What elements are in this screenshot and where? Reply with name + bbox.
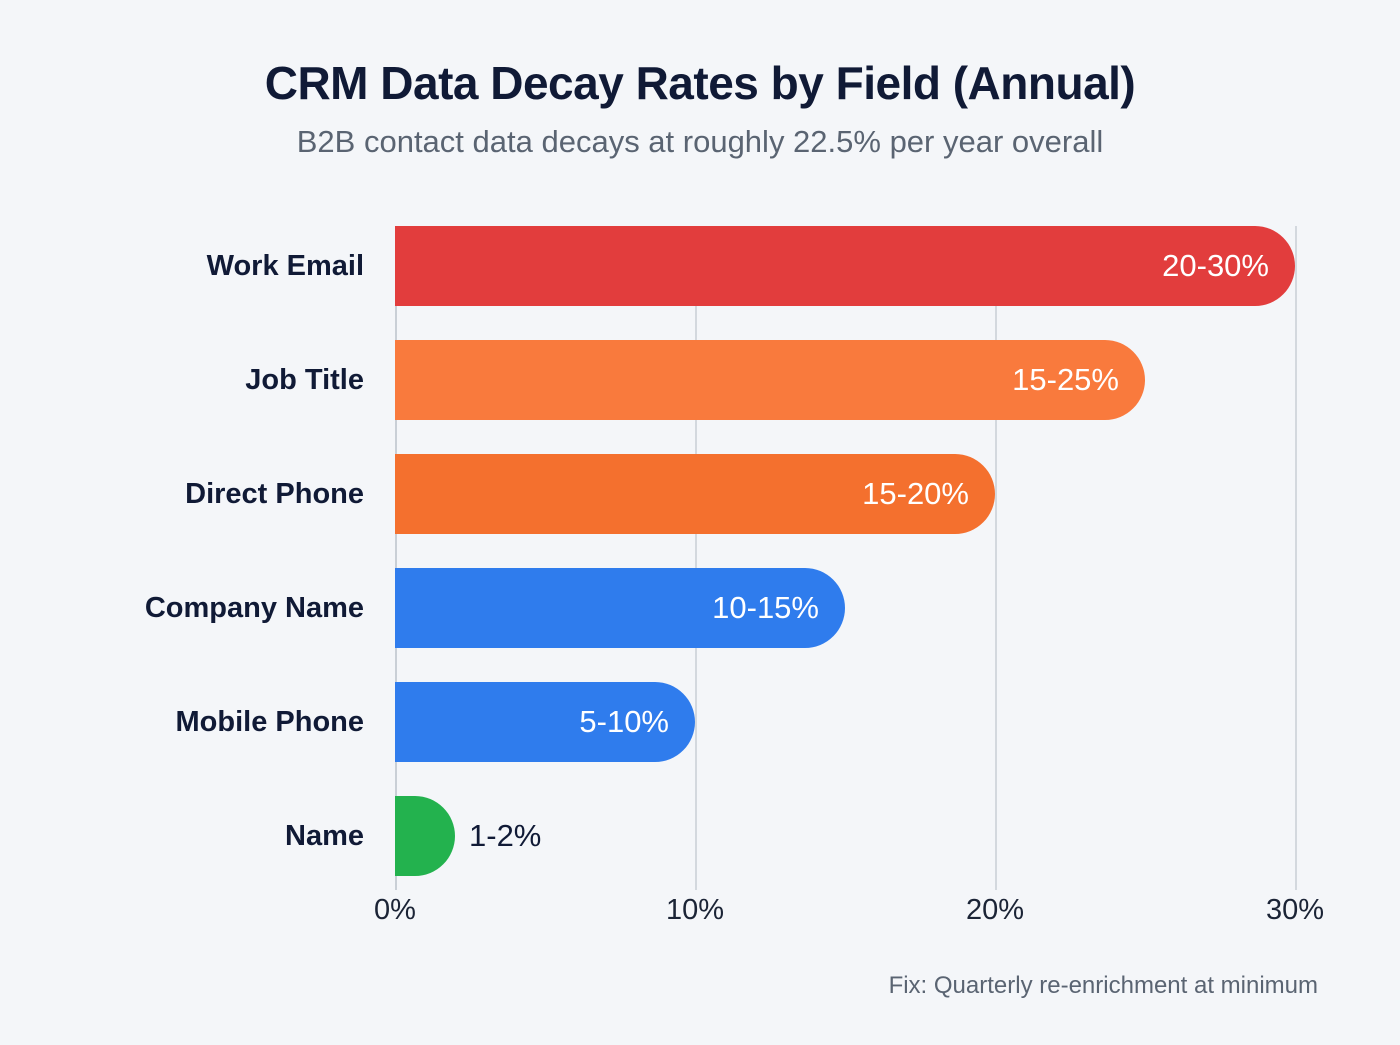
footnote: Fix: Quarterly re-enrichment at minimum	[888, 972, 1318, 999]
category-label: Name	[285, 820, 364, 852]
bar[interactable]: 1-2%	[395, 796, 541, 876]
category-label: Job Title	[245, 364, 364, 396]
bar-value-label: 1-2%	[469, 818, 542, 853]
bar[interactable]: 15-25%	[395, 340, 1145, 420]
chart-header: CRM Data Decay Rates by Field (Annual) B…	[0, 58, 1400, 159]
page-title: CRM Data Decay Rates by Field (Annual)	[264, 57, 1136, 109]
bar[interactable]: 5-10%	[395, 682, 695, 762]
category-label: Mobile Phone	[175, 706, 365, 738]
category-label: Company Name	[144, 592, 364, 624]
bar-row: Job Title 15-25%	[245, 340, 1295, 420]
bar-rows: Work Email 20-30% Job Title 15-25% Direct Ph…	[145, 226, 1295, 890]
bar[interactable]: 20-30%	[395, 226, 1295, 306]
category-label: Direct Phone	[185, 478, 364, 510]
bar-value-label: 10-15%	[712, 590, 819, 625]
category-label: Work Email	[206, 250, 364, 282]
bar-row: Direct Phone 15-20%	[185, 454, 1295, 534]
x-axis: 0% 10% 20% 30%	[374, 894, 1324, 940]
bar-row: Company Name 10-15%	[145, 568, 1295, 648]
bar-row: Mobile Phone 5-10%	[176, 682, 1295, 762]
x-tick-label: 30%	[1265, 894, 1325, 926]
x-tick-label: 10%	[665, 894, 725, 926]
bar[interactable]: 10-15%	[395, 568, 845, 648]
bar-value-label: 5-10%	[579, 704, 669, 739]
plot-area: Work Email 20-30% Job Title 15-25% Direct Ph…	[145, 226, 1297, 890]
bar-value-label: 15-20%	[862, 476, 969, 511]
x-tick-label: 0%	[374, 894, 416, 926]
chart-subtitle: B2B contact data decays at roughly 22.5%…	[296, 123, 1104, 159]
bar-row: Work Email 20-30%	[207, 226, 1295, 306]
bar[interactable]: 15-20%	[395, 454, 995, 534]
bar-row: Name 1-2%	[285, 796, 1295, 876]
gridline	[1295, 226, 1297, 890]
x-tick-label: 20%	[965, 894, 1025, 926]
bar-value-label: 20-30%	[1162, 248, 1269, 283]
bar-value-label: 15-25%	[1012, 362, 1119, 397]
